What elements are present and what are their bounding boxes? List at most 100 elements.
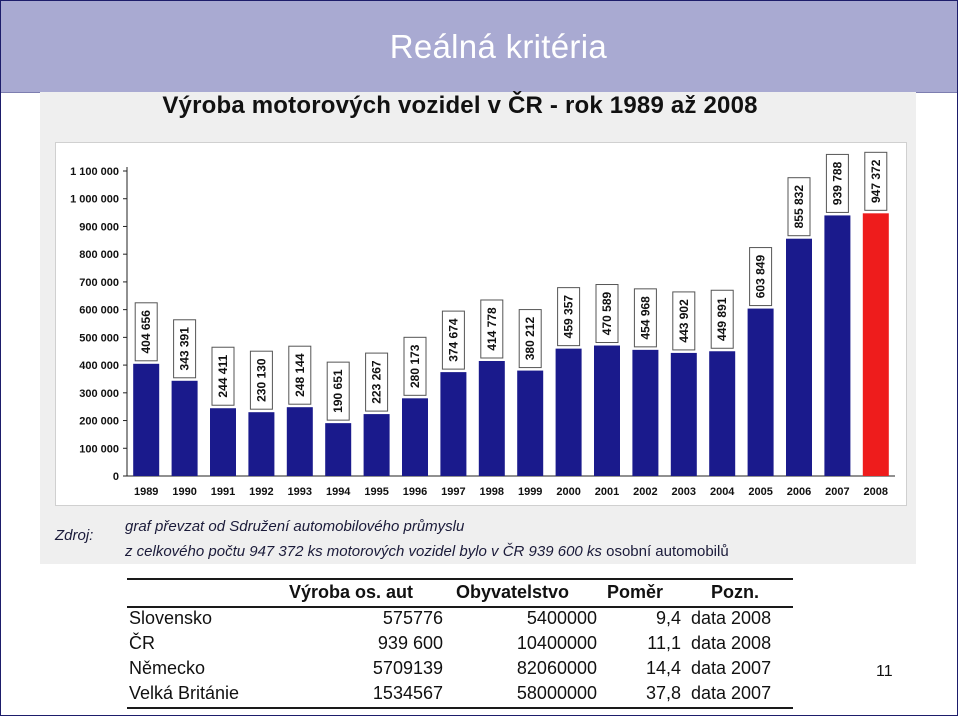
- value-label-box: [825, 153, 849, 213]
- y-tick-label: 300 000: [79, 388, 119, 400]
- value-label: 939 788: [830, 161, 844, 205]
- y-tick-label: 1 100 000: [70, 166, 119, 178]
- value-label-box: [326, 361, 350, 421]
- value-label-box: [749, 247, 773, 307]
- source-label: Zdroj:: [55, 527, 94, 544]
- y-tick-label: 600 000: [79, 305, 119, 317]
- y-tick-label: 1 000 000: [70, 194, 119, 206]
- x-tick-label: 2006: [787, 486, 811, 498]
- bar: [786, 238, 812, 476]
- value-label: 280 173: [408, 344, 422, 388]
- value-label-box: [173, 319, 197, 379]
- bar: [747, 308, 774, 476]
- header-production: Výroba os. aut: [289, 582, 414, 602]
- table-row: ČR 939 600 10400000 11,1 data 2008: [127, 633, 793, 657]
- value-label-box: [710, 289, 734, 349]
- row-country: Velká Británie: [129, 683, 240, 703]
- value-label-box: [249, 350, 273, 410]
- table-header: Výroba os. aut Obyvatelstvo Poměr Pozn.: [127, 578, 793, 608]
- row-note: data 2007: [691, 658, 772, 678]
- value-label-box: [134, 302, 158, 362]
- value-label: 343 391: [178, 327, 192, 371]
- bar: [478, 360, 505, 476]
- chart-title: Výroba motorových vozidel v ČR - rok 198…: [162, 92, 758, 119]
- value-label-box: [787, 177, 811, 237]
- row-ratio: 9,4: [655, 608, 681, 628]
- value-label-box: [864, 151, 888, 211]
- y-tick-label: 900 000: [79, 221, 119, 233]
- bar: [402, 398, 428, 476]
- value-label: 374 674: [446, 318, 460, 362]
- table-row: Německo 5709139 82060000 14,4 data 2007: [127, 658, 793, 682]
- x-tick-label: 2002: [633, 486, 657, 498]
- row-population: 10400000: [516, 633, 597, 653]
- header-population: Obyvatelstvo: [456, 582, 570, 602]
- value-label-box: [595, 284, 619, 344]
- value-label: 443 902: [677, 299, 691, 343]
- value-label-box: [518, 309, 542, 369]
- y-tick-label: 0: [113, 471, 119, 483]
- bar: [632, 349, 659, 476]
- value-label: 248 144: [293, 353, 307, 397]
- header-ratio: Poměr: [607, 582, 664, 602]
- value-label: 380 212: [523, 317, 537, 361]
- bar: [210, 408, 236, 476]
- x-tick-label: 2001: [595, 486, 619, 498]
- x-tick-label: 1999: [518, 486, 542, 498]
- value-label-box: [288, 345, 312, 405]
- row-production: 939 600: [377, 633, 443, 653]
- value-label: 190 651: [331, 369, 345, 413]
- bar: [440, 372, 467, 476]
- x-tick-label: 1992: [249, 486, 273, 498]
- table-row: Slovensko 575776 5400000 9,4 data 2008: [127, 608, 793, 632]
- row-population: 58000000: [516, 683, 597, 703]
- row-note: data 2007: [691, 683, 772, 703]
- source-line-1: graf převzat od Sdružení automobilového …: [125, 518, 465, 535]
- table-bottom-rule: [127, 707, 793, 709]
- x-tick-label: 1989: [134, 486, 158, 498]
- value-label: 459 357: [562, 295, 576, 339]
- bar: [594, 345, 620, 476]
- value-label: 223 267: [370, 360, 384, 404]
- value-label-box: [672, 291, 696, 351]
- value-label: 230 130: [254, 358, 268, 402]
- row-population: 82060000: [516, 658, 597, 678]
- value-label-box: [557, 287, 581, 347]
- bar: [862, 213, 889, 476]
- row-note: data 2008: [691, 608, 772, 628]
- x-tick-label: 1994: [326, 486, 351, 498]
- bar: [517, 370, 544, 476]
- bar: [555, 348, 582, 476]
- row-ratio: 14,4: [645, 658, 681, 678]
- x-tick-label: 1990: [172, 486, 196, 498]
- source-line-2-italic: z celkového počtu 947 372 ks motorových …: [125, 543, 602, 560]
- table-row: Velká Británie 1534567 58000000 37,8 dat…: [127, 683, 793, 707]
- value-label: 404 656: [139, 310, 153, 354]
- row-ratio: 37,8: [645, 683, 681, 703]
- y-tick-label: 400 000: [79, 360, 119, 372]
- row-production: 5709139: [372, 658, 443, 678]
- row-production: 575776: [382, 608, 443, 628]
- value-label-box: [365, 352, 389, 412]
- row-country: Slovensko: [129, 608, 213, 628]
- x-tick-label: 2000: [556, 486, 580, 498]
- y-tick-label: 100 000: [79, 443, 119, 455]
- page-number: 11: [876, 663, 893, 680]
- value-label-box: [441, 310, 465, 370]
- value-label: 470 589: [600, 292, 614, 336]
- value-label: 244 411: [216, 355, 230, 398]
- row-country: Německo: [129, 658, 206, 678]
- bar: [824, 215, 851, 476]
- y-tick-label: 200 000: [79, 416, 119, 428]
- x-tick-label: 2004: [710, 486, 735, 498]
- value-label-box: [211, 346, 235, 406]
- bar: [286, 407, 313, 476]
- x-tick-label: 2007: [825, 486, 849, 498]
- row-ratio: 11,1: [647, 633, 681, 653]
- bar: [670, 352, 697, 476]
- x-tick-label: 1996: [403, 486, 427, 498]
- bar: [133, 363, 160, 476]
- x-tick-label: 1998: [480, 486, 504, 498]
- value-label: 947 372: [869, 159, 883, 203]
